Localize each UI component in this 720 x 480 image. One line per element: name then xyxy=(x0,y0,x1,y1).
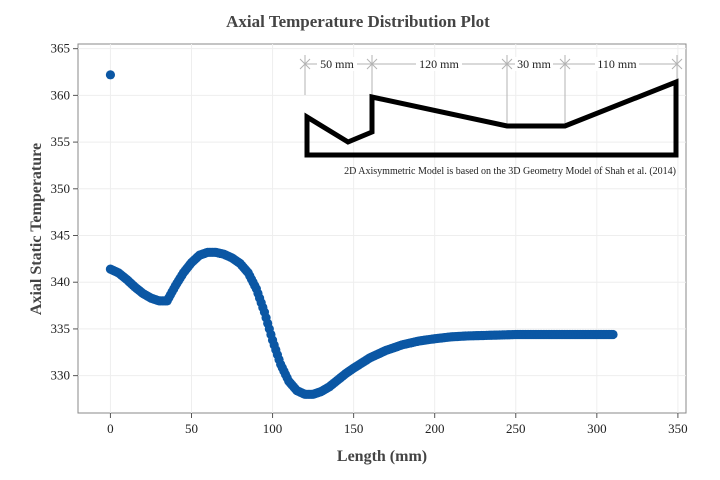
segment-label-3: 30 mm xyxy=(517,57,551,71)
y-tick-label: 365 xyxy=(51,41,71,56)
x-tick-label: 50 xyxy=(185,421,198,436)
outlier-data-point xyxy=(105,70,116,80)
segment-label-2: 120 mm xyxy=(419,57,459,71)
y-tick-label: 335 xyxy=(51,321,71,336)
inset-note: 2D Axisymmetric Model is based on the 3D… xyxy=(344,166,676,177)
chart-title: Axial Temperature Distribution Plot xyxy=(226,12,490,31)
x-axis-label: Length (mm) xyxy=(337,448,427,465)
y-tick-label: 360 xyxy=(51,87,71,102)
y-axis-ticks: 330 335 340 345 350 355 360 365 xyxy=(51,41,78,383)
x-tick-label: 300 xyxy=(587,421,607,436)
x-tick-label: 100 xyxy=(263,421,283,436)
y-tick-label: 345 xyxy=(51,228,71,243)
y-axis-label: Axial Static Temperature xyxy=(28,143,45,315)
y-tick-label: 340 xyxy=(51,274,71,289)
x-axis-ticks: 0 50 100 150 200 250 300 350 xyxy=(107,413,688,436)
y-tick-label: 350 xyxy=(51,181,71,196)
grid-lines xyxy=(78,44,686,413)
geometry-outline xyxy=(304,78,679,158)
x-tick-label: 250 xyxy=(506,421,526,436)
dimension-labels: 50 mm 120 mm 30 mm 110 mm xyxy=(317,57,639,71)
y-tick-label: 330 xyxy=(51,368,71,383)
x-tick-label: 200 xyxy=(425,421,445,436)
x-tick-label: 150 xyxy=(344,421,364,436)
segment-label-1: 50 mm xyxy=(320,57,354,71)
data-series xyxy=(105,70,618,399)
data-point xyxy=(608,329,618,340)
y-tick-label: 355 xyxy=(51,134,71,149)
geometry-inset: 50 mm 120 mm 30 mm 110 mm 2D Axisymmetri… xyxy=(299,55,683,177)
segment-label-4: 110 mm xyxy=(597,57,637,71)
x-tick-label: 0 xyxy=(107,421,114,436)
x-tick-label: 350 xyxy=(668,421,688,436)
